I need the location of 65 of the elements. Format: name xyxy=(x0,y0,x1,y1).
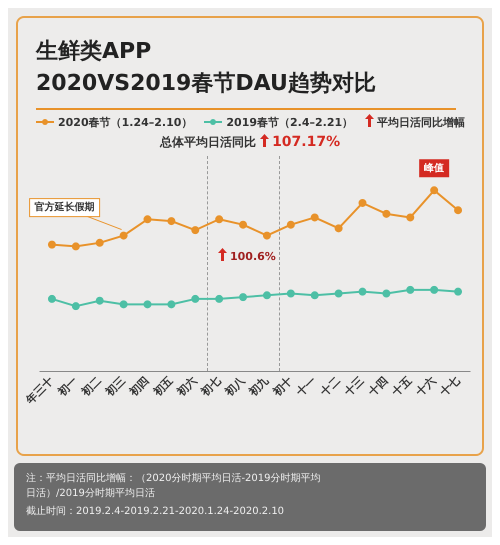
point xyxy=(310,291,319,300)
chart-subtitle: 2020VS2019春节DAU趋势对比 xyxy=(36,70,377,98)
x-tick-label: 初三 xyxy=(102,374,128,400)
point xyxy=(334,224,343,232)
point xyxy=(191,294,200,303)
annotation: 100.6% xyxy=(230,250,276,263)
x-tick-label: 十七 xyxy=(436,374,462,400)
point xyxy=(358,198,366,207)
x-tick-label: 初五 xyxy=(150,374,176,400)
point xyxy=(239,220,248,229)
point xyxy=(310,213,319,222)
point xyxy=(454,288,462,296)
point xyxy=(406,286,414,294)
point xyxy=(382,210,390,218)
annotation: 峰值 xyxy=(424,162,444,174)
point xyxy=(262,291,271,300)
point xyxy=(215,294,224,303)
x-tick-label: 十三 xyxy=(341,374,367,400)
legend-label: 2020春节（1.24–2.10） xyxy=(58,114,192,130)
x-tick-label: 初八 xyxy=(222,373,248,400)
point xyxy=(262,232,271,240)
point xyxy=(286,220,295,229)
x-tick-label: 初六 xyxy=(174,374,200,400)
point xyxy=(48,240,56,249)
x-tick-label: 初七 xyxy=(198,374,224,400)
point xyxy=(334,289,343,298)
point xyxy=(120,300,128,308)
point xyxy=(382,289,390,298)
x-tick-label: 初十 xyxy=(270,374,295,400)
x-tick-label: 初一 xyxy=(54,374,80,400)
text: 平均日活同比增幅 xyxy=(377,116,466,129)
point xyxy=(191,226,200,234)
point xyxy=(358,288,366,296)
text: 总体平均日活同比 107.17% xyxy=(160,134,340,150)
point xyxy=(167,217,176,226)
point xyxy=(120,232,128,240)
point xyxy=(406,213,414,222)
legend-label: 2019春节（2.4–2.21） xyxy=(226,114,354,130)
chart-title: 生鲜类APP xyxy=(36,38,152,66)
x-tick-label: 初四 xyxy=(126,374,152,400)
x-tick-label: 十五 xyxy=(388,374,414,400)
point xyxy=(96,296,104,305)
point xyxy=(144,215,152,224)
text: 注：平均日活同比增幅：（2020分时期平均日活-2019分时期平均日活）/2019分时期平均日活 xyxy=(26,472,322,501)
x-tick-label: 十二 xyxy=(317,374,343,400)
x-tick-label: 十四 xyxy=(365,374,391,400)
x-tick-label: 十六 xyxy=(412,374,438,400)
point xyxy=(72,302,80,310)
point xyxy=(239,293,248,302)
point xyxy=(430,286,438,294)
point xyxy=(286,289,295,298)
point xyxy=(72,242,80,250)
x-tick-label: 十一 xyxy=(293,374,319,400)
x-tick-label: 初二 xyxy=(78,374,104,400)
text: 截止时间：2019.2.4-2019.2.21-2020.1.24-2020.2.10 xyxy=(26,504,286,519)
x-tick-label: 年三十 xyxy=(22,374,56,408)
annotation: 官方延长假期 xyxy=(34,201,95,214)
x-tick-label: 初九 xyxy=(246,373,272,400)
point xyxy=(96,238,104,247)
point xyxy=(167,300,176,308)
point xyxy=(215,215,224,224)
point xyxy=(48,294,56,303)
point xyxy=(454,206,462,214)
point xyxy=(144,300,152,308)
point xyxy=(430,186,438,194)
